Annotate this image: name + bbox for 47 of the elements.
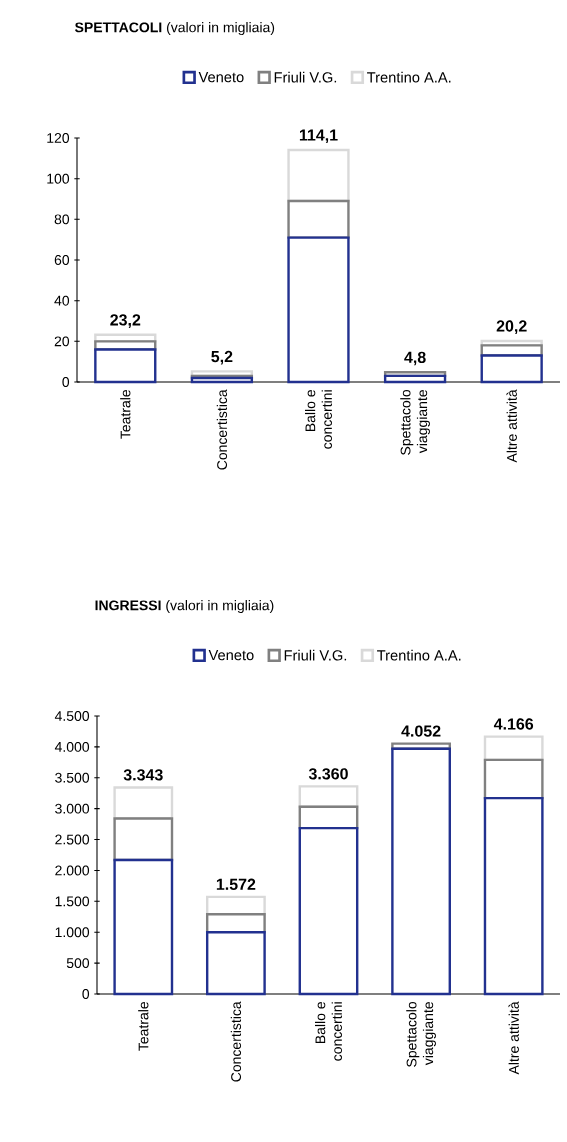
bar bbox=[383, 374, 447, 384]
y-tick-label: 60 bbox=[54, 255, 70, 265]
y-tick-label: 80 bbox=[54, 214, 70, 225]
legend-label: Veneto bbox=[198, 72, 244, 83]
y-tick-label: 2.000 bbox=[55, 865, 90, 876]
total-label: 4.052 bbox=[401, 725, 441, 737]
total-label: 4,8 bbox=[404, 351, 426, 366]
y-tick-label: 120 bbox=[47, 133, 70, 143]
total-label: 5,2 bbox=[211, 350, 233, 365]
total-label: 20,2 bbox=[496, 320, 527, 334]
x-tick-label: Ballo e concertini bbox=[315, 1002, 342, 1061]
y-tick-label: 100 bbox=[47, 173, 70, 184]
y-tick-label: 0 bbox=[62, 377, 70, 387]
y-tick-label: 1.500 bbox=[55, 896, 90, 907]
x-tick-label: Altre attività bbox=[506, 389, 517, 463]
bar bbox=[190, 376, 254, 384]
total-label: 3.343 bbox=[123, 769, 163, 781]
legend-label: Trentino A.A. bbox=[367, 71, 451, 83]
total-label: 1.572 bbox=[216, 878, 256, 890]
y-tick-label: 4.000 bbox=[54, 741, 90, 752]
y-tick-label: 500 bbox=[66, 958, 90, 969]
total-label: 4.166 bbox=[493, 718, 534, 730]
x-tick-label: Concertistica bbox=[216, 389, 228, 470]
legend-label: Trentino A.A. bbox=[377, 649, 461, 661]
legend-label: Veneto bbox=[208, 650, 254, 661]
y-tick-label: 3.500 bbox=[55, 772, 90, 783]
y-tick-label: 3.000 bbox=[55, 803, 90, 814]
y-tick-label: 0 bbox=[82, 989, 90, 999]
x-tick-label: Teatrale bbox=[120, 390, 131, 439]
x-tick-label: Spettacolo viaggiante bbox=[400, 389, 430, 455]
total-label: 23,2 bbox=[110, 314, 141, 328]
chart-title: INGRESSI (valori in migliaia) bbox=[95, 600, 274, 614]
chart-title: SPETTACOLI (valori in migliaia) bbox=[75, 22, 275, 36]
legend-label: Friuli V.G. bbox=[284, 649, 347, 661]
y-tick-label: 4.500 bbox=[54, 711, 90, 721]
x-tick-label: Concertistica bbox=[230, 1001, 242, 1082]
x-tick-label: Altre attività bbox=[508, 1001, 519, 1075]
total-label: 3.360 bbox=[308, 768, 348, 780]
total-label: 114,1 bbox=[299, 129, 338, 144]
y-tick-label: 20 bbox=[54, 336, 70, 347]
x-tick-label: Teatrale bbox=[138, 1001, 149, 1051]
y-tick-label: 1.000 bbox=[55, 927, 90, 938]
x-tick-label: Ballo e concertini bbox=[305, 390, 332, 449]
legend-label: Friuli V.G. bbox=[274, 71, 337, 83]
y-tick-label: 40 bbox=[54, 295, 70, 306]
y-tick-label: 2.500 bbox=[55, 834, 90, 845]
x-tick-label: Spettacolo viaggiante bbox=[406, 1001, 436, 1067]
